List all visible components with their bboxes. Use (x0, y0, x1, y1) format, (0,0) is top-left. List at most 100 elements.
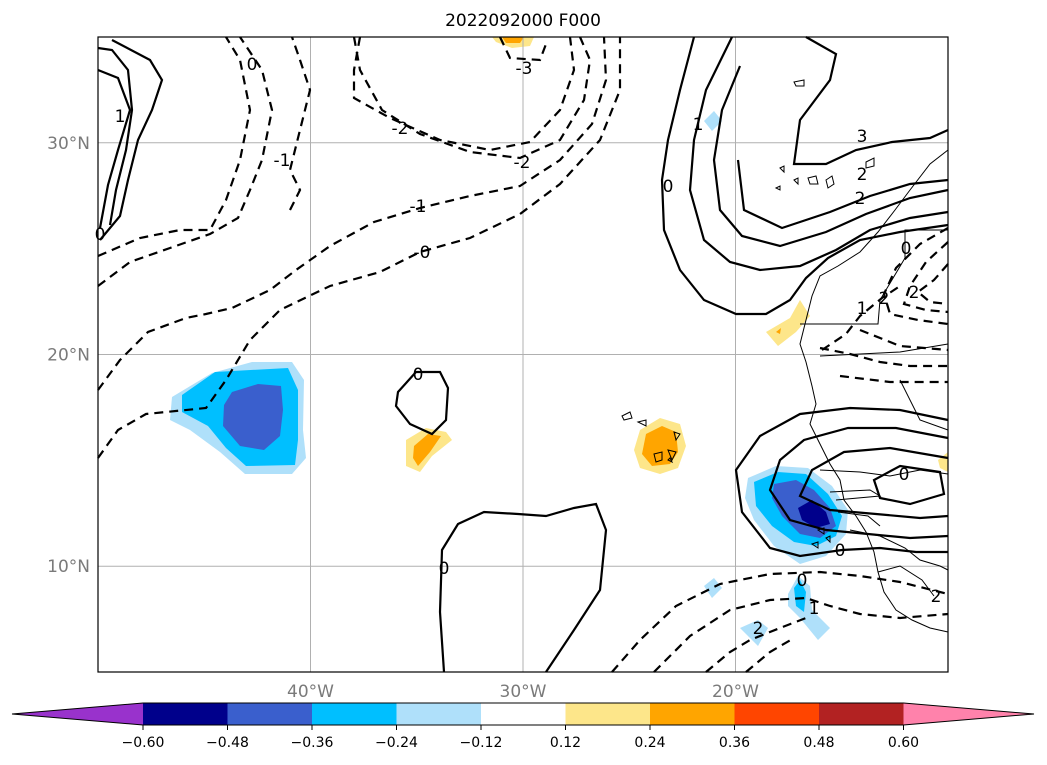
contour-label: -1 (410, 197, 427, 217)
island-canary-3 (793, 177, 799, 186)
contours-dashed (97, 36, 949, 673)
island-canary-2 (807, 175, 819, 185)
colorbar: −0.60 −0.48 −0.36 −0.24 −0.12 0.12 0.24 0.36 0.4… (11, 702, 1035, 751)
colorbar-extend-low (12, 703, 143, 725)
colorbar-tick-label: 0.24 (634, 735, 665, 751)
contour-dashed-zero-west (97, 37, 622, 459)
island-canary-4 (774, 185, 781, 191)
colorbar-tick-label: −0.36 (291, 735, 334, 751)
contour-label: 0 (95, 225, 106, 245)
lon-labels: 40°W 30°W 20°W (287, 682, 759, 702)
negative-anomaly-south-b (704, 578, 722, 598)
contour-label: -2 (392, 119, 409, 139)
contour-label: 2 (909, 283, 920, 303)
island-cape-verde-3 (667, 449, 677, 462)
map-panel: 0 1 -1 -2 -1 0 -3 -2 -0 0 1 0 3 2 2 0 1 … (95, 36, 949, 673)
contour-dashed-m3 (352, 36, 592, 160)
contour-label: 0 (439, 559, 450, 579)
contour-label: 2 (855, 189, 866, 209)
colorbar-tick-label: 0.36 (719, 735, 750, 751)
lon-label-30w: 30°W (500, 682, 547, 702)
colorbar-bin (734, 703, 820, 725)
contour-dashed-m1-a (97, 36, 608, 391)
contour-dashed-ne-f (839, 374, 948, 384)
contour-label: 0 (899, 465, 910, 485)
lon-label-20w: 20°W (712, 682, 759, 702)
positive-anomaly-coast (766, 300, 810, 346)
contour-dashed-ne-a (882, 227, 949, 326)
contour-label: 0 (901, 239, 912, 259)
contour-dashed-ne-d (819, 346, 948, 368)
colorbar-tick-label: 0.12 (550, 735, 581, 751)
contour-dashed-m3-b (352, 36, 576, 152)
contour-dashed-ne-g (859, 328, 949, 352)
island-cape-verde-6 (667, 457, 674, 464)
colorbar-tick-label: −0.24 (375, 735, 418, 751)
contour-label: 3 (857, 127, 868, 147)
colorbar-tick-label: −0.48 (206, 735, 249, 751)
colorbar-bin (312, 703, 397, 725)
contour-solid-south (438, 502, 608, 673)
lat-label-20n: 20°N (47, 346, 90, 366)
positive-anomaly-coast-core (776, 328, 781, 334)
island-canary-5 (865, 157, 875, 169)
contour-label: 1 (857, 299, 868, 319)
contour-label: 2 (879, 289, 890, 309)
colorbar-tick-label: −0.60 (122, 735, 165, 751)
colorbar-tick-label: −0.12 (460, 735, 503, 751)
island-canary-1 (825, 175, 835, 189)
contour-label: -0 (414, 243, 431, 263)
lat-label-10n: 10°N (47, 557, 90, 577)
contour-solid-center-island (394, 370, 450, 436)
island-cape-verde-4 (653, 451, 663, 463)
contour-label: -3 (516, 59, 533, 79)
colorbar-bin (650, 703, 735, 725)
contour-label: 2 (857, 165, 868, 185)
contour-dashed-ne-e (821, 285, 901, 351)
contour-label: 0 (247, 55, 258, 75)
colorbar-tick-label: 0.60 (888, 735, 919, 751)
contour-label: 0 (835, 541, 846, 561)
island-madeira-2 (779, 165, 785, 174)
colorbar-bin (396, 703, 482, 725)
positive-anomaly-center-core (413, 434, 441, 466)
contour-solid-ne-1 (688, 36, 949, 272)
contour-dashed-south-c (705, 616, 807, 673)
contour-solid-nw-2 (97, 46, 134, 226)
contour-dashed-m2-a (97, 36, 274, 287)
contour-label: 1 (693, 115, 704, 135)
colorbar-tick-label: 0.48 (803, 735, 834, 751)
contour-solid-ne-2 (712, 65, 949, 248)
gridlines (98, 37, 948, 672)
contour-dashed-m2-b (97, 36, 252, 258)
colorbar-bin (481, 703, 566, 725)
contour-solid-east-1 (734, 406, 949, 558)
contour-solid-nw-1 (97, 68, 132, 229)
island-cape-verde-1 (621, 411, 633, 421)
colorbar-bin (565, 703, 651, 725)
island-cape-verde-5 (673, 431, 681, 442)
contour-dashed-ne-c (916, 263, 949, 306)
contour-label: 0 (797, 571, 808, 591)
contours-solid (97, 36, 949, 673)
contour-solid-east-4 (872, 464, 946, 506)
positive-anomaly-east-core (642, 426, 678, 466)
contour-label: 0 (663, 177, 674, 197)
colorbar-bin (143, 703, 228, 725)
map-title: 2022092000 F000 (445, 11, 601, 31)
contour-solid-east-3 (798, 446, 949, 520)
contour-label: 2 (931, 587, 942, 607)
contour-label: 1 (115, 107, 126, 127)
negative-anomaly-north-dot (704, 111, 722, 131)
contour-dashed-ne-b (902, 241, 949, 314)
contour-labels: 0 1 -1 -2 -1 0 -3 -2 -0 0 1 0 3 2 2 0 1 … (95, 55, 942, 639)
contour-solid-nw-3 (99, 39, 164, 241)
contour-solid-ne-3 (792, 36, 949, 166)
contour-dashed-south-d (745, 637, 795, 673)
negative-anomaly-west-core (223, 384, 283, 450)
contour-label: 0 (413, 365, 424, 385)
colorbar-extend-high (903, 703, 1034, 725)
border-mali (899, 379, 949, 431)
contour-solid-east-2 (768, 426, 949, 540)
